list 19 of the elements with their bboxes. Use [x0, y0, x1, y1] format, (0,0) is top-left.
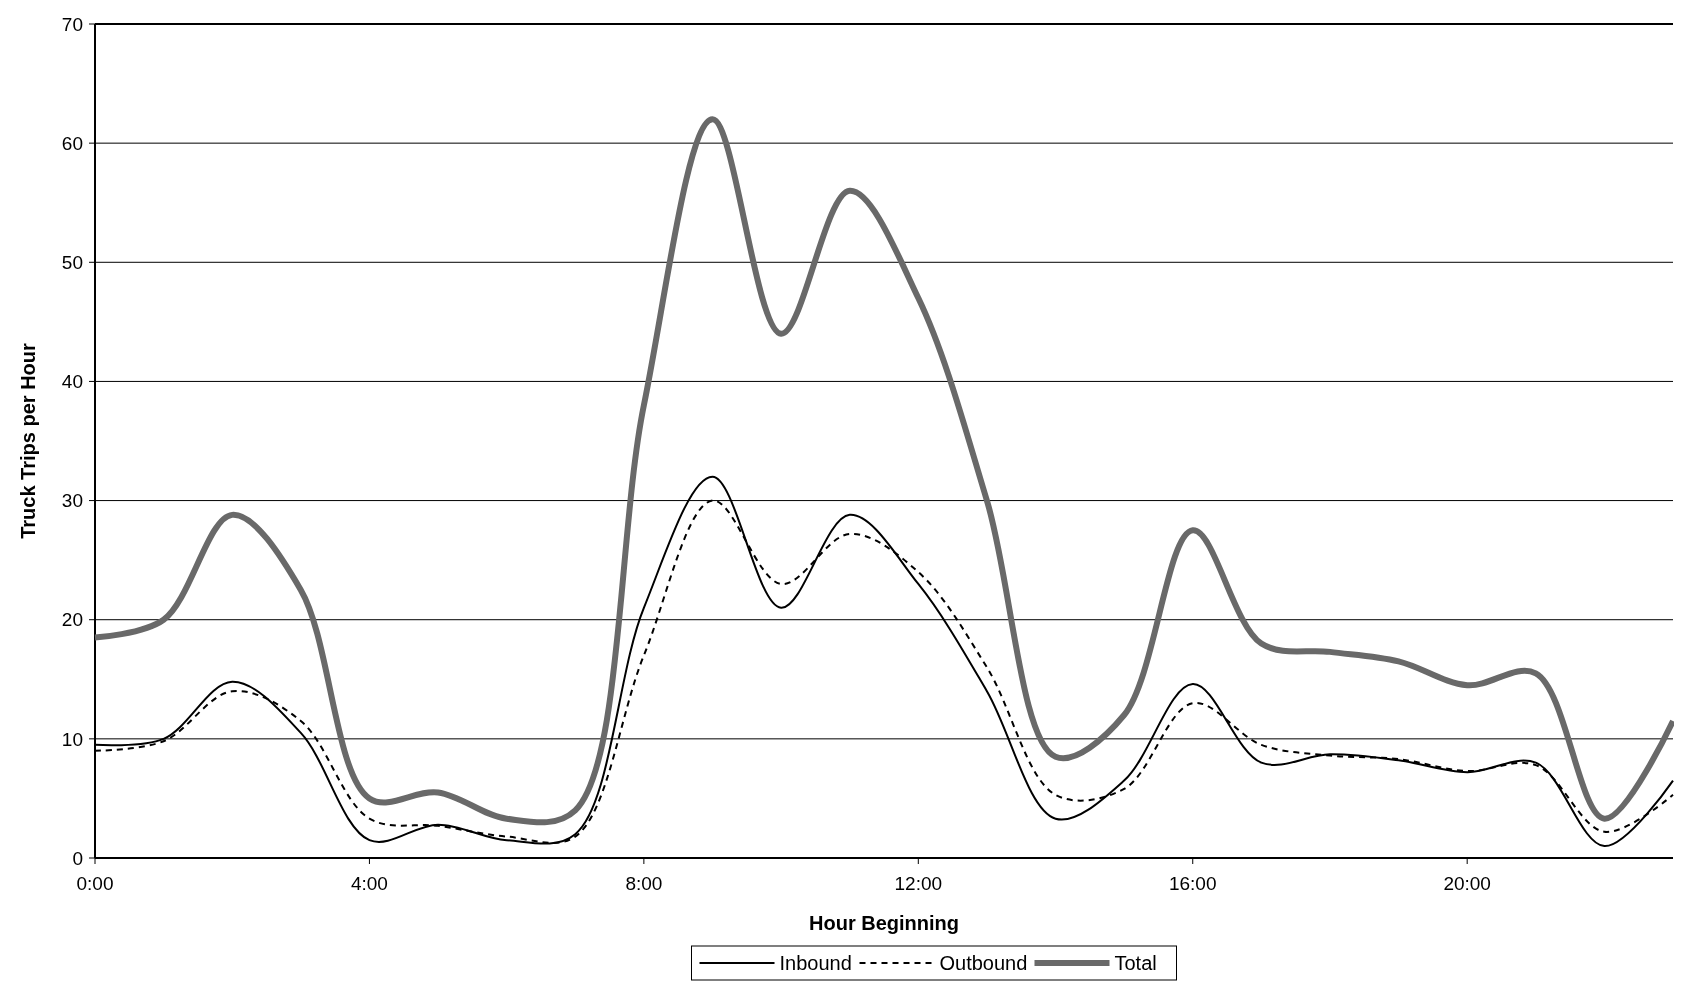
x-tick-label: 12:00: [894, 873, 943, 894]
x-tick-label: 4:00: [350, 873, 388, 894]
y-axis-title: Truck Trips per Hour: [17, 342, 39, 539]
x-tick-label: 8:00: [625, 873, 663, 894]
legend-label: Inbound: [779, 952, 852, 974]
y-tick-label: 70: [61, 13, 83, 35]
y-tick-label: 50: [61, 251, 83, 273]
y-tick-label: 60: [61, 132, 83, 154]
x-tick-label: 0:00: [76, 873, 114, 894]
legend-label: Outbound: [939, 952, 1028, 974]
y-tick-label: 0: [72, 847, 83, 869]
x-axis-title: Hour Beginning: [809, 912, 959, 934]
y-tick-label: 20: [61, 609, 83, 631]
x-tick-label: 20:00: [1443, 873, 1491, 894]
y-tick-label: 40: [61, 371, 83, 393]
y-tick-label: 10: [61, 728, 83, 750]
x-tick-label: 16:00: [1168, 873, 1217, 894]
y-tick-label: 30: [61, 490, 83, 512]
legend-label: Total: [1114, 952, 1157, 974]
